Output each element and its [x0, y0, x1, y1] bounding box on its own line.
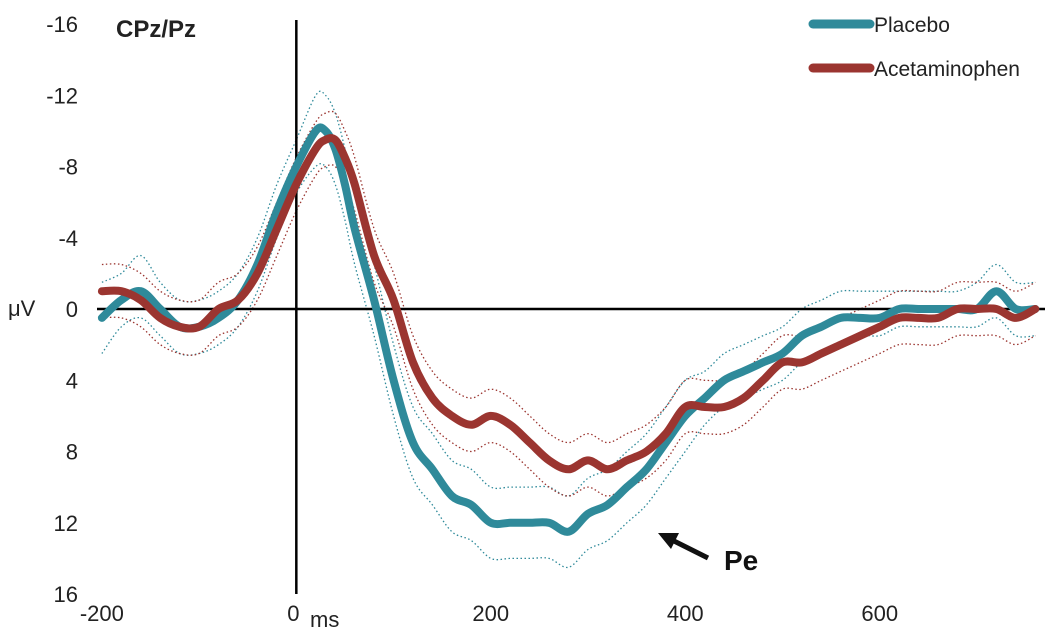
y-tick-label: 4: [66, 368, 78, 393]
pe-annotation: Pe: [658, 533, 758, 576]
y-axis-label: μV: [8, 296, 36, 321]
x-tick-label: 400: [667, 601, 704, 626]
acetaminophen-line: [97, 134, 1040, 474]
pe-arrow-head: [658, 533, 679, 549]
y-tick-label: 12: [54, 511, 78, 536]
axes: [97, 20, 1045, 594]
y-tick-label: 0: [66, 297, 78, 322]
confidence-bands: [101, 90, 1036, 569]
pe-arrow-shaft: [668, 536, 710, 561]
legend-label-placebo: Placebo: [874, 14, 950, 37]
x-tick-label: 200: [472, 601, 509, 626]
y-tick-labels: -16 -12 -8 -4 0 4 8 12 16: [46, 12, 78, 607]
y-tick-label: -8: [58, 155, 78, 180]
series-lines: [97, 123, 1040, 536]
x-tick-label: 600: [861, 601, 898, 626]
acetaminophen-lower-bound: [101, 110, 1036, 444]
y-tick-label: -4: [58, 226, 78, 251]
x-tick-label: -200: [80, 601, 124, 626]
y-tick-label: 8: [66, 440, 78, 465]
x-tick-labels: -200 0 200 400 600: [80, 601, 898, 626]
legend-label-acetaminophen: Acetaminophen: [874, 58, 1020, 81]
chart-title: CPz/Pz: [116, 16, 196, 43]
x-tick-label: 0: [287, 601, 299, 626]
acetaminophen-upper-bound: [101, 164, 1036, 497]
legend: Placebo Acetaminophen: [808, 14, 1020, 81]
pe-label: Pe: [724, 545, 758, 576]
y-tick-label: -12: [46, 83, 78, 108]
placebo-upper-bound: [101, 163, 1036, 569]
y-tick-label: 16: [54, 582, 78, 607]
x-axis-unit: ms: [310, 607, 339, 632]
y-tick-label: -16: [46, 12, 78, 37]
placebo-line: [97, 123, 1040, 536]
